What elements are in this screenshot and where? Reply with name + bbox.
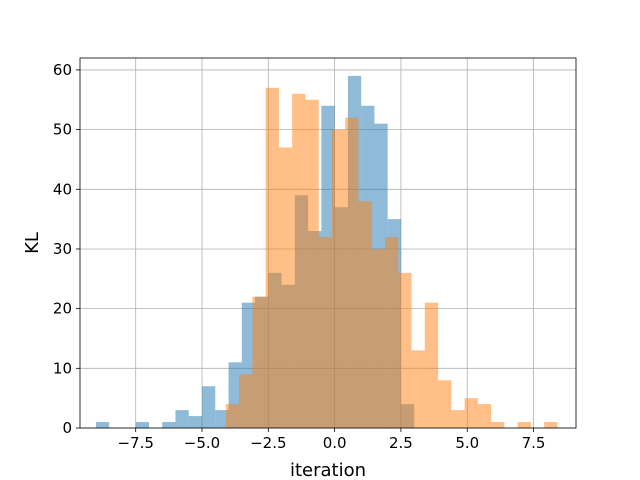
y-axis-ticks: 0 10 20 30 40 50 60: [53, 61, 80, 437]
histogram-bar-series-1: [95, 422, 110, 428]
histogram-bar-series-2: [438, 380, 452, 428]
x-axis-label: iteration: [290, 460, 366, 480]
x-tick-label: −2.5: [250, 434, 286, 452]
histogram-bar-series-2: [398, 272, 412, 428]
histogram-bar-series-2: [318, 237, 332, 428]
histogram-bar-series-2: [491, 422, 505, 428]
histogram-bar-series-2: [252, 296, 266, 428]
histogram-bar-series-2: [358, 201, 372, 428]
histogram-bar-series-1: [175, 410, 189, 428]
histogram-bar-series-1: [188, 416, 203, 428]
histogram-bar-series-2: [265, 87, 279, 428]
histogram-bar-series-2: [544, 422, 558, 428]
histogram-bar-series-2: [371, 248, 386, 428]
histogram-bar-series-2: [477, 404, 492, 428]
histogram-bar-series-2: [464, 398, 478, 428]
x-tick-label: −7.5: [117, 434, 153, 452]
x-tick-label: 5.0: [455, 434, 479, 452]
histogram-bar-series-2: [345, 117, 359, 428]
y-tick-label: 0: [62, 419, 72, 437]
histogram-bar-series-2: [305, 99, 319, 428]
plot-frame: [79, 57, 577, 429]
histogram-bar-series-1: [202, 386, 216, 428]
histogram-bar-series-2: [225, 404, 240, 428]
histogram-bar-series-2: [292, 93, 306, 428]
x-tick-label: −5.0: [184, 434, 220, 452]
y-tick-label: 50: [53, 121, 72, 139]
histogram-bar-series-1: [135, 422, 149, 428]
histogram-bar-series-2: [411, 350, 425, 428]
y-tick-label: 40: [53, 180, 72, 198]
histogram-bars: [95, 75, 558, 429]
x-tick-label: 7.5: [522, 434, 546, 452]
histogram-bar-series-2: [331, 129, 346, 428]
x-tick-label: 2.5: [389, 434, 413, 452]
histogram-bar-series-1: [215, 410, 229, 428]
x-axis-ticks: −7.5 −5.0 −2.5 0.0 2.5 5.0 7.5: [117, 428, 545, 452]
y-tick-label: 10: [53, 359, 72, 377]
histogram-bar-series-2: [239, 374, 253, 428]
histogram-bar-series-2: [517, 422, 531, 428]
histogram-bar-series-2: [385, 237, 399, 428]
y-axis-label: KL: [22, 232, 43, 254]
y-tick-label: 20: [53, 300, 72, 318]
histogram-bar-series-2: [424, 302, 439, 428]
y-tick-label: 60: [53, 61, 72, 79]
histogram-bar-series-2: [278, 147, 293, 429]
histogram-bar-series-1: [162, 422, 176, 428]
x-tick-label: 0.0: [323, 434, 347, 452]
y-tick-label: 30: [53, 240, 72, 258]
histogram-bar-series-2: [451, 410, 465, 428]
